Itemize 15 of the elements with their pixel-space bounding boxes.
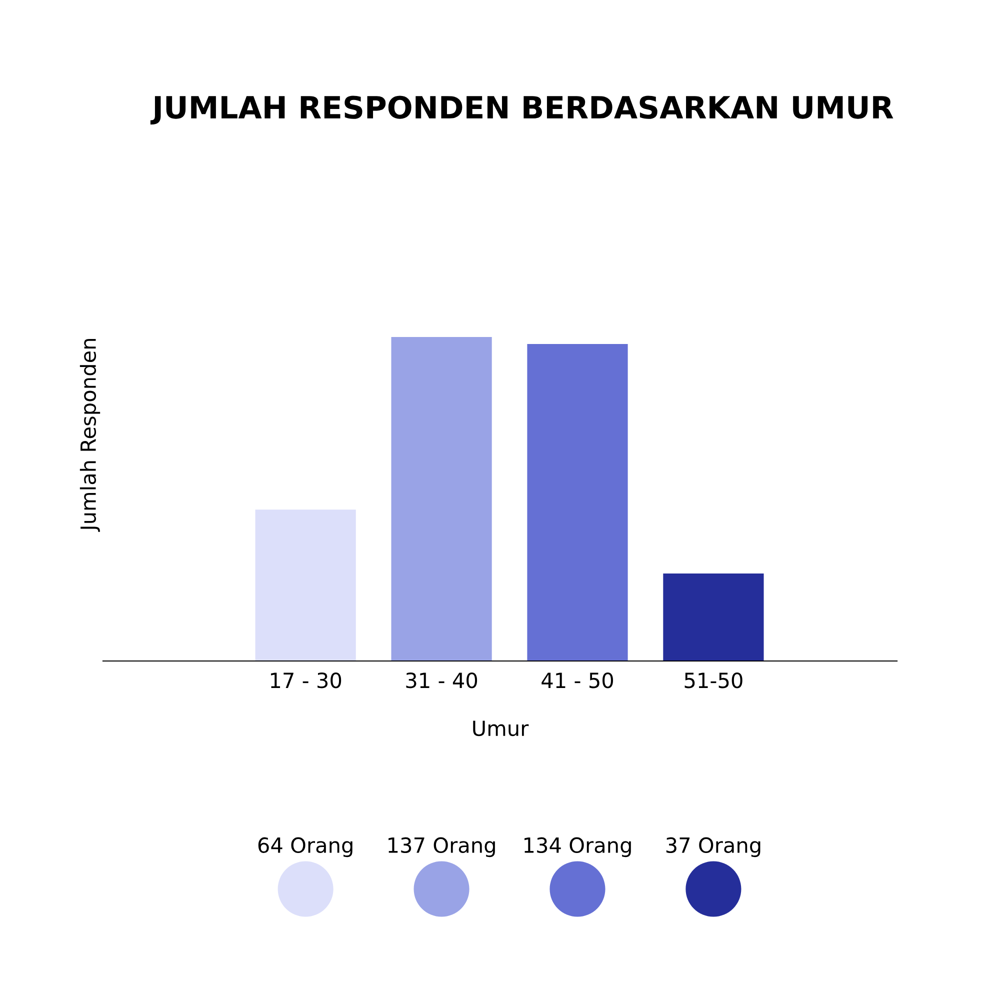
text: Jumlah Responden: [80, 338, 100, 532]
x-tick-label: 41 - 50: [542, 672, 614, 688]
x-tick-label: 51-50: [684, 672, 742, 688]
chart-title: JUMLAH RESPONDEN BERDASARKAN UMUR: [150, 96, 894, 125]
data-label: 137 Orang: [388, 837, 495, 858]
bar: [527, 344, 628, 661]
data-label: 134 Orang: [524, 837, 631, 858]
x-axis-title: Umur: [473, 720, 529, 736]
data-label: 64 Orang: [258, 837, 352, 858]
bar: [391, 336, 492, 661]
x-tick-label: 31 - 40: [406, 672, 478, 688]
x-tick-label: 17 - 30: [270, 672, 342, 688]
data-label: 37 Orang: [666, 837, 760, 858]
bar: [255, 510, 356, 661]
bar: [663, 573, 764, 661]
